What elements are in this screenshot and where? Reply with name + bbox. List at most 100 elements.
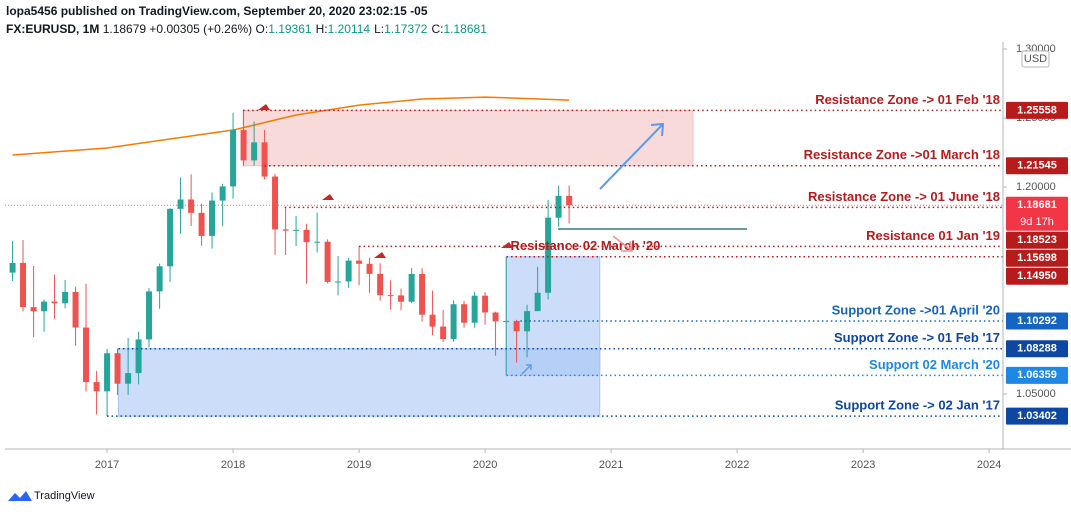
logo [8, 491, 32, 501]
symbol: FX:EURUSD, 1M [6, 22, 100, 36]
ohlc-label: H: [315, 22, 328, 36]
price-tag-label: 1.18523 [1017, 234, 1057, 246]
candle-body [20, 262, 27, 308]
candle-body [251, 142, 258, 161]
candle-body [114, 353, 121, 384]
candle-body [419, 273, 426, 315]
candle-body [461, 304, 468, 323]
price-tag [1006, 231, 1068, 249]
candle-body [503, 320, 510, 322]
candle-body [555, 195, 562, 218]
candle-body [30, 307, 37, 312]
x-tick-label: 2019 [347, 459, 371, 471]
price-tag-label: 1.08288 [1017, 343, 1057, 355]
candle-body [135, 339, 142, 374]
countdown: 9d 17h [1020, 216, 1054, 228]
level-label: Support Zone -> 02 Jan '17 [835, 398, 1000, 413]
candle-body [240, 129, 247, 161]
level-label: Resistance 01 Jan '19 [866, 228, 1000, 243]
x-tick-label: 2024 [977, 459, 1001, 471]
candle-body [9, 262, 16, 273]
candle-body [450, 304, 457, 340]
price-tag [1006, 101, 1068, 119]
ohlc-value: 1.20114 [327, 22, 371, 36]
level-label: Support Zone ->01 April '20 [832, 302, 1000, 317]
level-label: Support 02 March '20 [869, 357, 1000, 372]
price-tag [1006, 196, 1068, 231]
candle-body [387, 295, 394, 297]
candle-body [534, 292, 541, 312]
price-tag [1006, 407, 1068, 425]
candle-body [324, 241, 331, 282]
candle-body [188, 199, 195, 213]
price-tag [1006, 267, 1068, 285]
price-tag [1006, 249, 1068, 267]
candle-body [230, 129, 237, 187]
price-tag [1006, 366, 1068, 384]
ohlc-value: 1.18681 [443, 22, 487, 36]
candle-body [377, 273, 384, 296]
candle-body [198, 212, 205, 236]
candle-body [314, 241, 321, 243]
up-arrow [599, 122, 665, 190]
candle-body [492, 312, 499, 322]
candle-body [104, 353, 111, 392]
price-tag-label: 1.14950 [1017, 270, 1057, 282]
ohlc-label: L: [374, 22, 385, 36]
candle-body [293, 229, 300, 231]
candle-body [261, 142, 268, 177]
x-tick-label: 2022 [725, 459, 749, 471]
price-tag [1006, 157, 1068, 175]
candle-body [209, 200, 216, 236]
price-tag-label: 1.25558 [1017, 104, 1057, 116]
small-arrow [521, 364, 532, 375]
candle-body [177, 199, 184, 209]
level-label: Resistance Zone -> 01 Feb '18 [815, 92, 1000, 107]
level-label: Support Zone -> 01 Feb '17 [834, 330, 1000, 345]
change: +0.00305 (+0.26%) [149, 22, 253, 36]
candle-body [156, 266, 163, 292]
candle-body [429, 314, 436, 327]
level-label: Resistance Zone -> 01 June '18 [808, 189, 1000, 204]
candle-body [398, 295, 405, 302]
last: 1.18679 [102, 22, 147, 36]
price-tag-label: 1.03402 [1017, 410, 1057, 422]
currency-box [1021, 50, 1050, 68]
level-label: Resistance Zone ->01 March '18 [804, 147, 1000, 162]
ohlc-label: O: [255, 22, 269, 36]
candle-body [366, 263, 373, 274]
candle-body [41, 301, 48, 312]
candle-body [146, 291, 153, 340]
candle-body [545, 217, 552, 293]
candle-body [219, 186, 226, 201]
candle-body [272, 176, 279, 230]
candle-body [566, 195, 573, 206]
currency: USD [1024, 53, 1047, 65]
candle-body [335, 281, 342, 283]
price-tag-label: 1.06359 [1017, 369, 1057, 381]
y-tick-label: 1.20000 [1016, 181, 1056, 193]
price-tag-label: 1.18681 [1017, 199, 1057, 211]
ohlc-label: C: [431, 22, 444, 36]
y-tick-label: 1.05000 [1016, 388, 1056, 400]
price-tag [1006, 340, 1068, 358]
price-tag-label: 1.21545 [1017, 160, 1057, 172]
x-tick-label: 2018 [221, 459, 245, 471]
price-tag-label: 1.10292 [1017, 315, 1057, 327]
x-tick-label: 2021 [599, 459, 623, 471]
candle-body [471, 295, 478, 323]
candle-body [125, 373, 132, 384]
candle-body [408, 273, 415, 302]
candle-body [524, 311, 531, 332]
candle-body [513, 320, 520, 332]
moving-average [12, 96, 570, 156]
ohlc-value: 1.19361 [268, 22, 312, 36]
candle-body [440, 326, 447, 340]
ohlc-value: 1.17372 [384, 22, 428, 36]
down-arrow [612, 235, 633, 252]
price-tag-label: 1.15698 [1017, 252, 1057, 264]
publisher: lopa5456 published on TradingView.com, S… [6, 4, 428, 18]
candle-body [345, 260, 352, 282]
